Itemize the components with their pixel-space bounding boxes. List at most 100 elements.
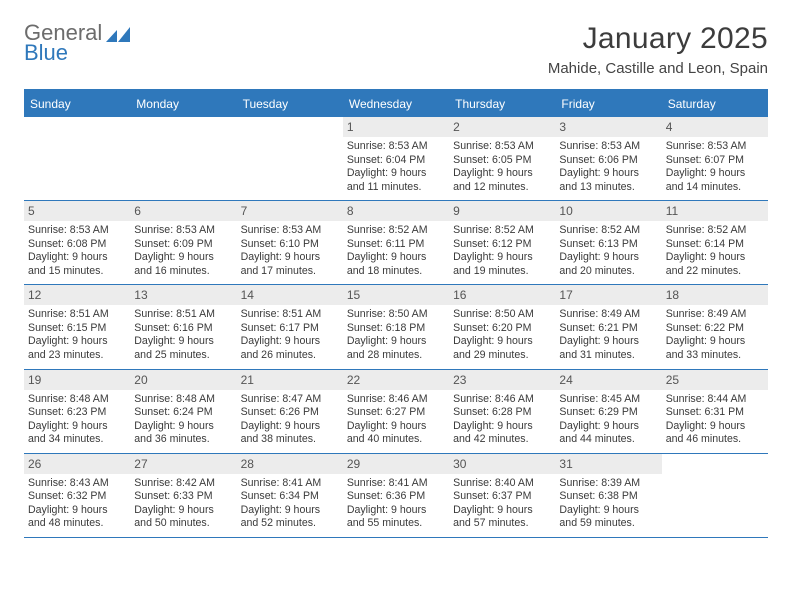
sunrise-line: Sunrise: 8:51 AM: [134, 308, 232, 322]
page-subtitle: Mahide, Castille and Leon, Spain: [548, 60, 768, 77]
sunrise-line: Sunrise: 8:44 AM: [666, 393, 764, 407]
daylight-line: Daylight: 9 hours and 11 minutes.: [347, 167, 445, 194]
sunrise-line: Sunrise: 8:53 AM: [28, 224, 126, 238]
day-number: 18: [662, 285, 768, 305]
sunrise-line: Sunrise: 8:39 AM: [559, 477, 657, 491]
day-number: 1: [343, 117, 449, 137]
sunset-line: Sunset: 6:12 PM: [453, 238, 551, 252]
day-facts: Sunrise: 8:43 AMSunset: 6:32 PMDaylight:…: [28, 477, 126, 531]
day-facts: Sunrise: 8:44 AMSunset: 6:31 PMDaylight:…: [666, 393, 764, 447]
sunrise-line: Sunrise: 8:52 AM: [453, 224, 551, 238]
daylight-line: Daylight: 9 hours and 42 minutes.: [453, 420, 551, 447]
weekday-header: SundayMondayTuesdayWednesdayThursdayFrid…: [24, 91, 768, 117]
sunset-line: Sunset: 6:09 PM: [134, 238, 232, 252]
sunrise-line: Sunrise: 8:43 AM: [28, 477, 126, 491]
sunset-line: Sunset: 6:14 PM: [666, 238, 764, 252]
day-facts: Sunrise: 8:48 AMSunset: 6:24 PMDaylight:…: [134, 393, 232, 447]
daylight-line: Daylight: 9 hours and 55 minutes.: [347, 504, 445, 531]
daylight-line: Daylight: 9 hours and 34 minutes.: [28, 420, 126, 447]
sunset-line: Sunset: 6:37 PM: [453, 490, 551, 504]
daylight-line: Daylight: 9 hours and 15 minutes.: [28, 251, 126, 278]
day-number: 11: [662, 201, 768, 221]
brand-text: General Blue: [24, 22, 102, 64]
calendar-day: 28Sunrise: 8:41 AMSunset: 6:34 PMDayligh…: [237, 454, 343, 537]
calendar-day: 13 Sunrise: 8:51 AMSunset: 6:16 PMDayligh…: [130, 285, 236, 368]
day-number: 14: [237, 285, 343, 305]
day-facts: Sunrise: 8:41 AMSunset: 6:34 PMDaylight:…: [241, 477, 339, 531]
sunrise-line: Sunrise: 8:51 AM: [241, 308, 339, 322]
weekday-label: Monday: [130, 91, 236, 117]
sunset-line: Sunset: 6:21 PM: [559, 322, 657, 336]
calendar-day: 30 Sunrise: 8:40 AMSunset: 6:37 PMDayligh…: [449, 454, 555, 537]
daylight-line: Daylight: 9 hours and 16 minutes.: [134, 251, 232, 278]
day-number: 8: [343, 201, 449, 221]
sunset-line: Sunset: 6:33 PM: [134, 490, 232, 504]
calendar-day: 23 Sunrise: 8:46 AMSunset: 6:28 PMDayligh…: [449, 370, 555, 453]
sunrise-line: Sunrise: 8:41 AM: [241, 477, 339, 491]
sunrise-line: Sunrise: 8:53 AM: [559, 140, 657, 154]
daylight-line: Daylight: 9 hours and 14 minutes.: [666, 167, 764, 194]
day-number: 22: [343, 370, 449, 390]
day-number: 13: [130, 285, 236, 305]
calendar-week: 12Sunrise: 8:51 AMSunset: 6:15 PMDayligh…: [24, 285, 768, 369]
weekday-label: Saturday: [662, 91, 768, 117]
sunset-line: Sunset: 6:07 PM: [666, 154, 764, 168]
daylight-line: Daylight: 9 hours and 13 minutes.: [559, 167, 657, 194]
sunset-line: Sunset: 6:10 PM: [241, 238, 339, 252]
calendar-day: 22Sunrise: 8:46 AMSunset: 6:27 PMDayligh…: [343, 370, 449, 453]
day-number: 2: [449, 117, 555, 137]
day-facts: Sunrise: 8:46 AMSunset: 6:28 PMDaylight:…: [453, 393, 551, 447]
calendar-week: 5Sunrise: 8:53 AMSunset: 6:08 PMDaylight…: [24, 201, 768, 285]
weekday-label: Sunday: [24, 91, 130, 117]
sunrise-line: Sunrise: 8:52 AM: [666, 224, 764, 238]
weekday-label: Wednesday: [343, 91, 449, 117]
sunrise-line: Sunrise: 8:49 AM: [666, 308, 764, 322]
calendar-day: 17Sunrise: 8:49 AMSunset: 6:21 PMDayligh…: [555, 285, 661, 368]
sunset-line: Sunset: 6:05 PM: [453, 154, 551, 168]
daylight-line: Daylight: 9 hours and 38 minutes.: [241, 420, 339, 447]
sunset-line: Sunset: 6:18 PM: [347, 322, 445, 336]
weekday-label: Tuesday: [237, 91, 343, 117]
daylight-line: Daylight: 9 hours and 44 minutes.: [559, 420, 657, 447]
calendar-day: 20Sunrise: 8:48 AMSunset: 6:24 PMDayligh…: [130, 370, 236, 453]
day-facts: Sunrise: 8:40 AMSunset: 6:37 PMDaylight:…: [453, 477, 551, 531]
day-facts: Sunrise: 8:51 AMSunset: 6:17 PMDaylight:…: [241, 308, 339, 362]
day-facts: Sunrise: 8:51 AMSunset: 6:15 PMDaylight:…: [28, 308, 126, 362]
title-block: January 2025 Mahide, Castille and Leon, …: [548, 22, 768, 77]
calendar-day: 9Sunrise: 8:52 AMSunset: 6:12 PMDaylight…: [449, 201, 555, 284]
day-facts: Sunrise: 8:50 AMSunset: 6:20 PMDaylight:…: [453, 308, 551, 362]
calendar-week: 26Sunrise: 8:43 AMSunset: 6:32 PMDayligh…: [24, 454, 768, 538]
sunset-line: Sunset: 6:28 PM: [453, 406, 551, 420]
daylight-line: Daylight: 9 hours and 36 minutes.: [134, 420, 232, 447]
sunrise-line: Sunrise: 8:53 AM: [666, 140, 764, 154]
calendar-day: 27Sunrise: 8:42 AMSunset: 6:33 PMDayligh…: [130, 454, 236, 537]
daylight-line: Daylight: 9 hours and 23 minutes.: [28, 335, 126, 362]
day-number: 30: [449, 454, 555, 474]
sunrise-line: Sunrise: 8:53 AM: [134, 224, 232, 238]
calendar-day: [662, 454, 768, 537]
sunset-line: Sunset: 6:38 PM: [559, 490, 657, 504]
weekday-label: Thursday: [449, 91, 555, 117]
calendar-day: 16Sunrise: 8:50 AMSunset: 6:20 PMDayligh…: [449, 285, 555, 368]
sunset-line: Sunset: 6:32 PM: [28, 490, 126, 504]
sunset-line: Sunset: 6:31 PM: [666, 406, 764, 420]
brand-logo: General Blue: [24, 22, 132, 64]
daylight-line: Daylight: 9 hours and 46 minutes.: [666, 420, 764, 447]
sunrise-line: Sunrise: 8:40 AM: [453, 477, 551, 491]
day-facts: Sunrise: 8:42 AMSunset: 6:33 PMDaylight:…: [134, 477, 232, 531]
weekday-label: Friday: [555, 91, 661, 117]
calendar-day: 1Sunrise: 8:53 AMSunset: 6:04 PMDaylight…: [343, 117, 449, 200]
brand-mark-icon: [106, 25, 132, 48]
daylight-line: Daylight: 9 hours and 40 minutes.: [347, 420, 445, 447]
calendar-day: 11Sunrise: 8:52 AMSunset: 6:14 PMDayligh…: [662, 201, 768, 284]
day-number: 23: [449, 370, 555, 390]
day-number: 12: [24, 285, 130, 305]
calendar-day: 25Sunrise: 8:44 AMSunset: 6:31 PMDayligh…: [662, 370, 768, 453]
day-facts: Sunrise: 8:51 AMSunset: 6:16 PMDaylight:…: [134, 308, 232, 362]
day-facts: Sunrise: 8:53 AMSunset: 6:10 PMDaylight:…: [241, 224, 339, 278]
sunrise-line: Sunrise: 8:52 AM: [559, 224, 657, 238]
calendar-week: 1Sunrise: 8:53 AMSunset: 6:04 PMDaylight…: [24, 117, 768, 201]
daylight-line: Daylight: 9 hours and 52 minutes.: [241, 504, 339, 531]
sunset-line: Sunset: 6:15 PM: [28, 322, 126, 336]
sunset-line: Sunset: 6:22 PM: [666, 322, 764, 336]
